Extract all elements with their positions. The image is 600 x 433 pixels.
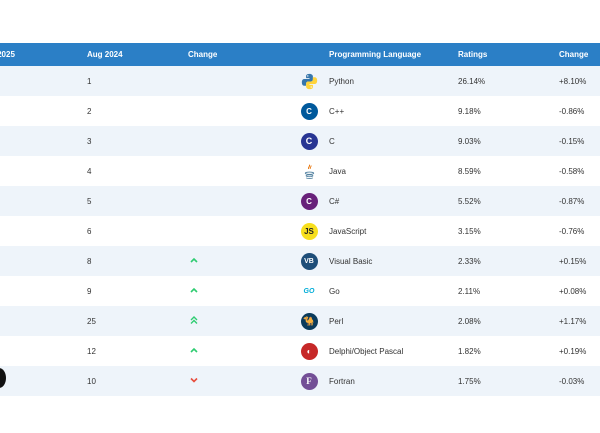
language-name-cell[interactable]: Perl	[329, 316, 344, 326]
aug-rank-cell: 2	[87, 106, 92, 116]
header-aug-2024[interactable]: Aug 2024	[87, 50, 123, 59]
header-prev-month[interactable]: g 2025	[0, 50, 15, 59]
aug-rank-cell: 9	[87, 286, 92, 296]
rating-cell: 1.75%	[458, 376, 481, 386]
visual-basic-icon: VB	[289, 252, 329, 270]
table-header: g 2025 Aug 2024 Change Programming Langu…	[0, 43, 600, 66]
rating-change-cell: +1.17%	[559, 316, 587, 326]
table-row[interactable]: 5 C C# 5.52% -0.87%	[0, 186, 600, 216]
rating-change-cell: -0.76%	[559, 226, 585, 236]
rating-change-cell: +0.08%	[559, 286, 587, 296]
rating-cell: 2.11%	[458, 286, 481, 296]
language-name-cell[interactable]: Visual Basic	[329, 256, 373, 266]
rating-change-cell: -0.58%	[559, 166, 585, 176]
language-name-cell[interactable]: Fortran	[329, 376, 355, 386]
aug-rank-cell: 12	[87, 346, 96, 356]
trend-up-icon	[188, 257, 199, 267]
rank-change-cell	[188, 345, 289, 357]
rating-change-cell: +0.19%	[559, 346, 587, 356]
table-row[interactable]: 25 🐪 Perl 2.08% +1.17%	[0, 306, 600, 336]
language-name-cell[interactable]: C#	[329, 196, 340, 206]
rating-cell: 9.03%	[458, 136, 481, 146]
rank-change-cell	[188, 315, 289, 327]
javascript-icon: JS	[289, 222, 329, 240]
table-row[interactable]: 9 GO Go 2.11% +0.08%	[0, 276, 600, 306]
rating-change-cell: -0.03%	[559, 376, 585, 386]
language-name-cell[interactable]: Go	[329, 286, 340, 296]
table-row[interactable]: 2 C C++ 9.18% -0.86%	[0, 96, 600, 126]
cplusplus-icon: C	[289, 102, 329, 120]
language-name-cell[interactable]: C++	[329, 106, 345, 116]
language-name-cell[interactable]: Delphi/Object Pascal	[329, 346, 404, 356]
table-row[interactable]: 3 C C 9.03% -0.15%	[0, 126, 600, 156]
table-row[interactable]: 4 Java 8.59% -0.58%	[0, 156, 600, 186]
aug-rank-cell: 8	[87, 256, 92, 266]
go-icon: GO	[303, 287, 315, 295]
aug-rank-cell: 6	[87, 226, 92, 236]
rating-cell: 8.59%	[458, 166, 481, 176]
aug-rank-cell: 10	[87, 376, 96, 386]
header-ratings[interactable]: Ratings	[458, 50, 488, 59]
python-icon	[289, 73, 329, 90]
table-body: 1 Python 26.14% +8.10% 2 C C++ 9.18% -0.86% 3 C C 9.…	[0, 66, 600, 396]
language-name-cell[interactable]: C	[329, 136, 335, 146]
language-name-cell[interactable]: JavaScript	[329, 226, 367, 236]
rating-cell: 9.18%	[458, 106, 481, 116]
floating-action-button[interactable]	[0, 368, 6, 388]
tiobe-index-table: g 2025 Aug 2024 Change Programming Langu…	[0, 43, 600, 396]
language-name-cell[interactable]: Python	[329, 76, 354, 86]
table-row[interactable]: 8 VB Visual Basic 2.33% +0.15%	[0, 246, 600, 276]
aug-rank-cell: 3	[87, 136, 92, 146]
rating-change-cell: -0.86%	[559, 106, 585, 116]
rating-cell: 26.14%	[458, 76, 486, 86]
table-row[interactable]: 1 Python 26.14% +8.10%	[0, 66, 600, 96]
fortran-icon: F	[289, 372, 329, 390]
c-icon: C	[289, 132, 329, 150]
table-row[interactable]: 10 F Fortran 1.75% -0.03%	[0, 366, 600, 396]
table-row[interactable]: 6 JS JavaScript 3.15% -0.76%	[0, 216, 600, 246]
trend-double-up-icon	[188, 316, 199, 327]
delphi-icon: ◐	[289, 342, 329, 360]
java-icon	[289, 163, 329, 180]
aug-rank-cell: 1	[87, 76, 92, 86]
header-ratings-change[interactable]: Change	[559, 50, 589, 59]
rating-cell: 1.82%	[458, 346, 481, 356]
rank-change-cell	[188, 255, 289, 267]
rank-change-cell	[188, 375, 289, 387]
header-change[interactable]: Change	[188, 50, 218, 59]
rating-change-cell: +8.10%	[559, 76, 587, 86]
aug-rank-cell: 4	[87, 166, 92, 176]
rating-cell: 2.08%	[458, 316, 481, 326]
trend-up-icon	[188, 287, 199, 297]
aug-rank-cell: 5	[87, 196, 92, 206]
rating-change-cell: +0.15%	[559, 256, 587, 266]
trend-up-icon	[188, 347, 199, 357]
rating-cell: 5.52%	[458, 196, 481, 206]
rank-change-cell	[188, 285, 289, 297]
language-name-cell[interactable]: Java	[329, 166, 346, 176]
rating-change-cell: -0.87%	[559, 196, 585, 206]
rating-change-cell: -0.15%	[559, 136, 585, 146]
trend-down-icon	[188, 377, 199, 387]
rating-cell: 2.33%	[458, 256, 481, 266]
table-row[interactable]: 12 ◐ Delphi/Object Pascal 1.82% +0.19%	[0, 336, 600, 366]
header-language[interactable]: Programming Language	[329, 50, 422, 59]
rating-cell: 3.15%	[458, 226, 481, 236]
aug-rank-cell: 25	[87, 316, 96, 326]
perl-icon: 🐪	[289, 312, 329, 330]
csharp-icon: C	[289, 192, 329, 210]
